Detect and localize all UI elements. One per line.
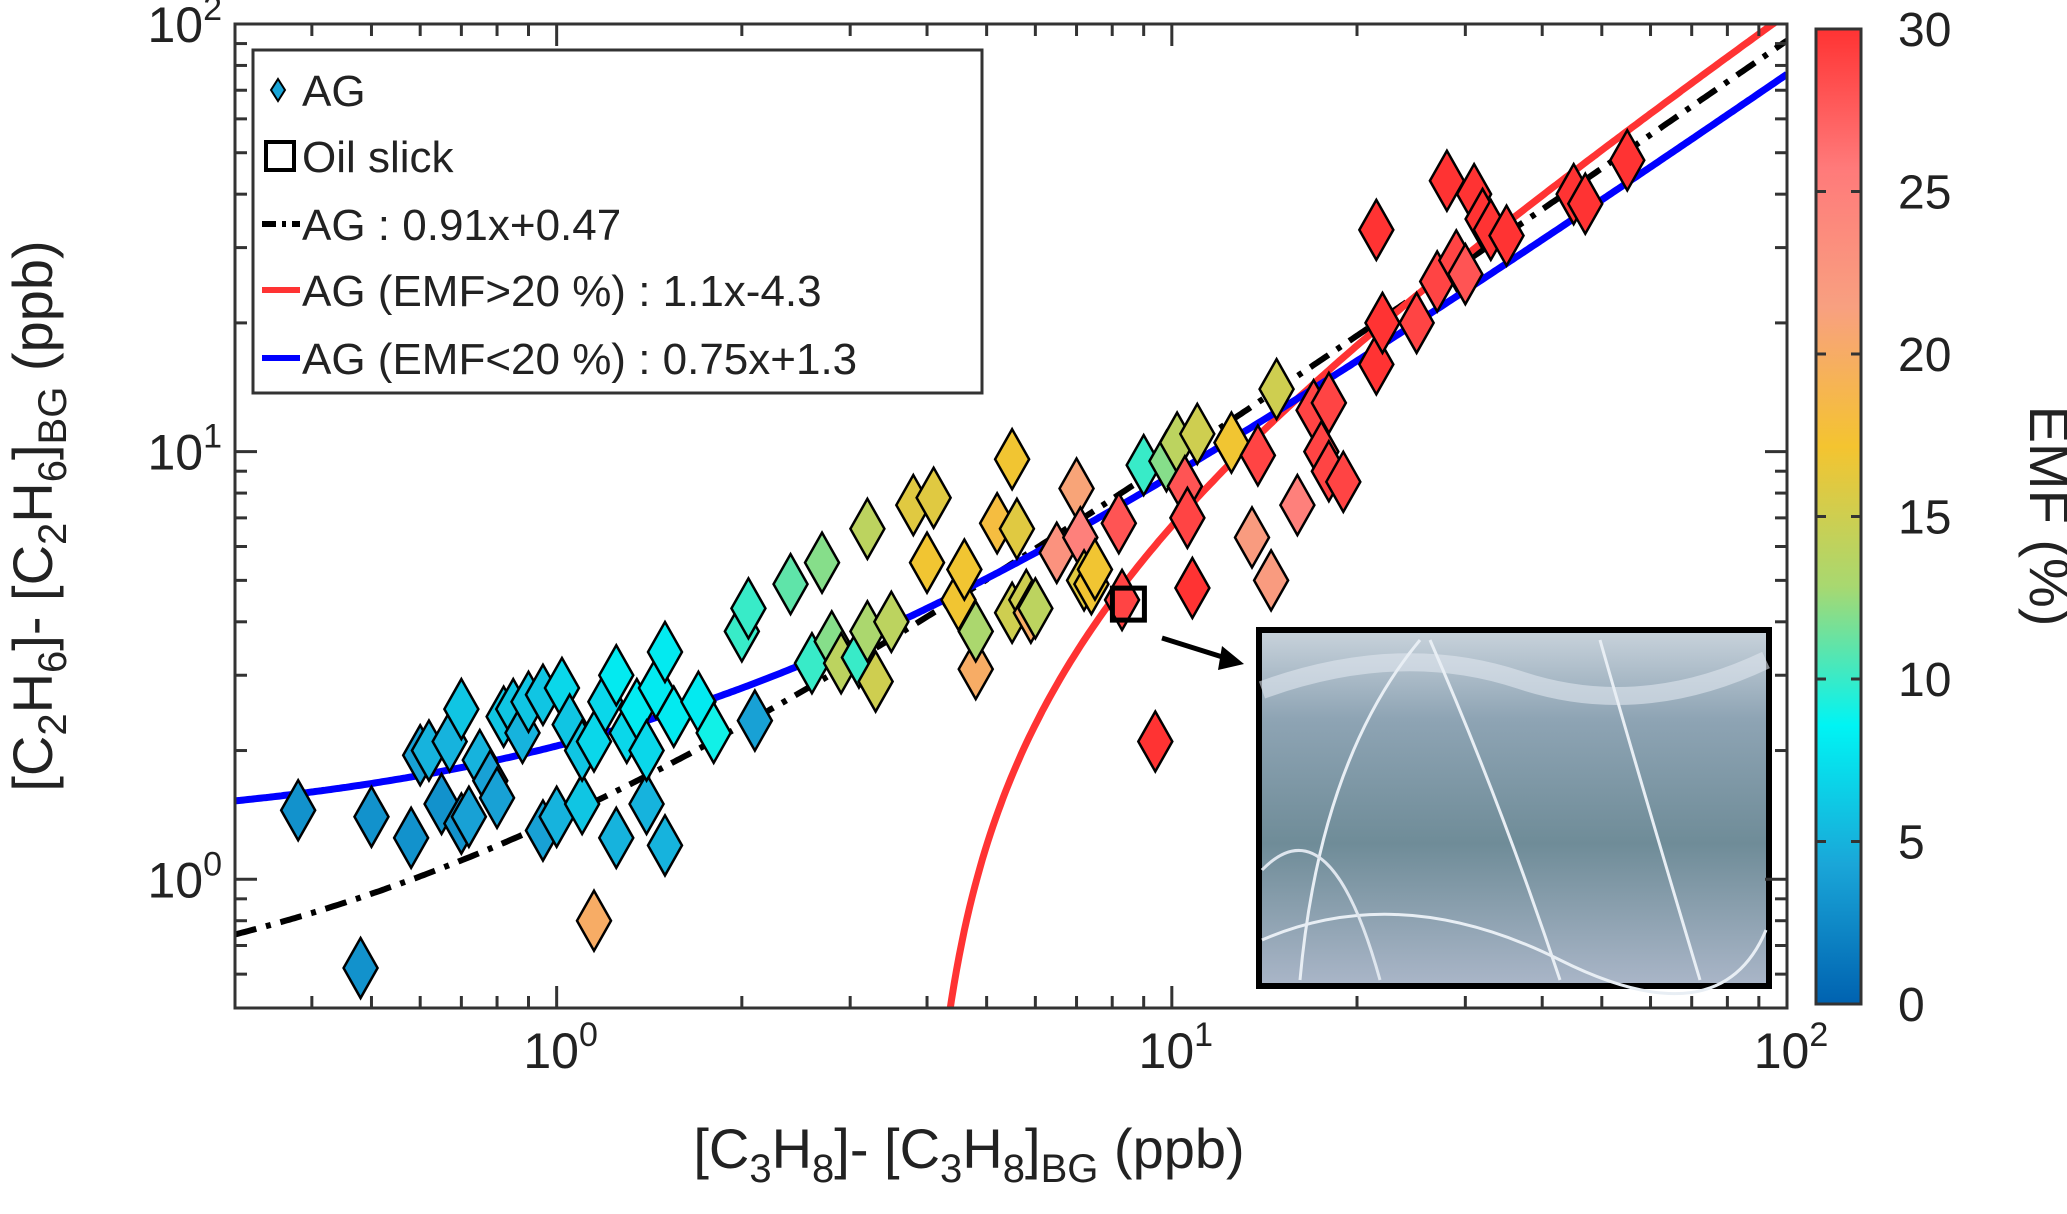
data-point xyxy=(575,888,613,954)
fit-line-1 xyxy=(946,24,1779,1008)
data-point xyxy=(342,935,380,1001)
data-point xyxy=(597,642,635,708)
data-point xyxy=(915,465,953,531)
data-point xyxy=(1136,708,1174,775)
data-point xyxy=(1446,241,1484,307)
x-axis-label: [C3H8]- [C3H8]BG (ppb) xyxy=(693,1117,1244,1191)
data-point xyxy=(736,688,774,754)
data-point xyxy=(1258,356,1296,422)
data-point xyxy=(1239,422,1277,488)
data-point xyxy=(1252,547,1290,613)
data-point xyxy=(1488,203,1525,269)
colorbar-tick-label: 5 xyxy=(1898,817,1925,870)
data-point xyxy=(957,598,995,664)
legend-label: AG : 0.91x+0.47 xyxy=(302,201,621,250)
data-point xyxy=(908,530,946,596)
data-point xyxy=(1076,537,1114,603)
y-tick-label: 100 xyxy=(147,845,222,908)
data-point xyxy=(353,784,390,850)
data-point xyxy=(628,771,665,837)
colorbar-tick-label: 25 xyxy=(1898,167,1951,220)
data-point xyxy=(1310,370,1348,436)
data-point xyxy=(857,648,895,715)
y-tick-label: 102 xyxy=(147,0,222,53)
data-point xyxy=(597,805,635,871)
y-axis-label: [C2H6]- [C2H6]BG (ppb) xyxy=(1,240,75,791)
legend-entry: AG : 0.91x+0.47 xyxy=(262,201,621,250)
x-tick-label: 102 xyxy=(1754,1016,1829,1079)
data-point xyxy=(803,530,841,596)
data-point xyxy=(695,700,733,766)
legend-entry: Oil slick xyxy=(264,133,455,182)
data-point xyxy=(998,496,1036,562)
legend-entry: AG xyxy=(269,67,366,116)
data-point xyxy=(646,619,684,685)
oil-slick-marker xyxy=(1109,585,1147,623)
legend-label: AG (EMF>20 %) : 1.1x-4.3 xyxy=(302,267,822,316)
data-point xyxy=(1357,331,1395,397)
colorbar-tick-label: 10 xyxy=(1898,654,1951,707)
data-point xyxy=(1324,449,1362,515)
legend-entry: AG (EMF<20 %) : 0.75x+1.3 xyxy=(262,335,857,384)
data-point xyxy=(1364,290,1401,356)
legend-label: AG xyxy=(302,67,366,116)
data-point xyxy=(1213,410,1250,476)
colorbar-tick-label: 20 xyxy=(1898,329,1951,382)
x-tick-label: 100 xyxy=(523,1016,598,1079)
x-tick-label: 101 xyxy=(1139,1016,1214,1079)
data-point xyxy=(1178,401,1216,467)
data-point xyxy=(1016,575,1054,641)
data-point xyxy=(1566,171,1604,237)
axes xyxy=(233,22,1789,1010)
data-point xyxy=(478,765,516,831)
data-point xyxy=(1398,290,1436,356)
data-point xyxy=(1100,490,1138,556)
data-point xyxy=(1428,148,1466,214)
data-point xyxy=(945,537,983,603)
colorbar-tick-label: 0 xyxy=(1898,979,1925,1032)
data-point xyxy=(1278,472,1316,538)
data-point xyxy=(848,496,886,562)
inset-arrow xyxy=(1161,635,1244,670)
data-point xyxy=(993,426,1031,492)
legend-label: AG (EMF<20 %) : 0.75x+1.3 xyxy=(302,335,857,384)
data-point xyxy=(442,676,480,742)
data-point xyxy=(730,575,767,641)
legend-entry: AG (EMF>20 %) : 1.1x-4.3 xyxy=(262,267,822,316)
legend-label: Oil slick xyxy=(302,133,455,182)
data-point xyxy=(1608,127,1646,193)
data-point xyxy=(279,777,317,843)
colorbar-label: EMF (%) xyxy=(2018,406,2067,627)
data-point xyxy=(1357,197,1395,263)
data-point xyxy=(772,551,809,617)
oil-slick-photo xyxy=(1256,627,1772,996)
square-marker-icon xyxy=(264,140,296,172)
data-point xyxy=(563,771,601,837)
y-tick-label: 101 xyxy=(147,418,222,481)
diamond-marker-icon xyxy=(269,77,287,103)
oil-slick-square xyxy=(1109,585,1147,623)
data-point xyxy=(1233,504,1271,570)
data-point xyxy=(1168,485,1206,551)
data-point xyxy=(646,812,684,878)
data-point xyxy=(1173,555,1211,621)
legend: AG Oil slick AG : 0.91x+0.47 AG (EMF>20 %) … xyxy=(251,48,984,395)
data-point xyxy=(957,636,995,702)
colorbar: 0 5 10 15 20 25 30 EMF (%) xyxy=(1814,4,2067,1032)
data-point xyxy=(392,805,430,871)
data-point xyxy=(872,589,910,655)
data-point xyxy=(628,718,665,784)
colorbar-tick-label: 30 xyxy=(1898,4,1951,57)
colorbar-tick-label: 15 xyxy=(1898,492,1951,545)
data-point xyxy=(450,784,488,850)
